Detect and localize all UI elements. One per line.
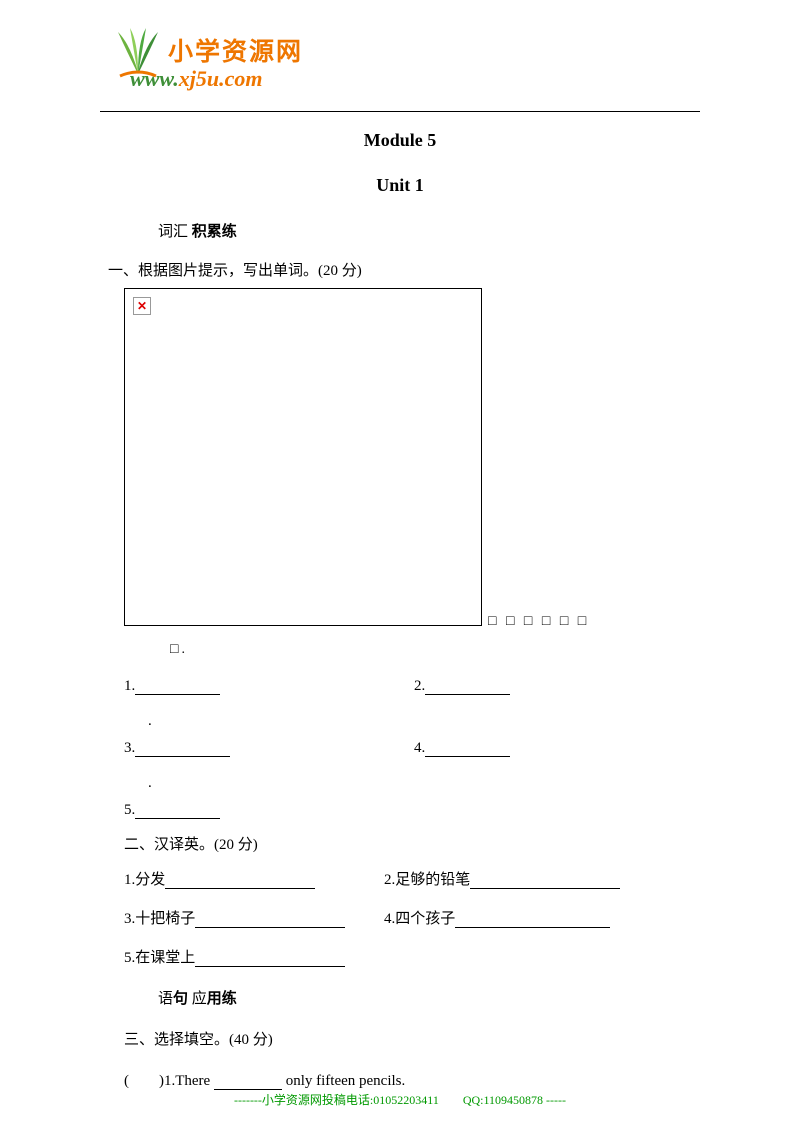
trans-row-2: 3.十把椅子 4.四个孩子 — [124, 907, 700, 928]
fill-blank[interactable] — [135, 679, 220, 695]
fill-blank[interactable] — [135, 803, 220, 819]
spacer-dot-2: . — [148, 775, 700, 792]
blank-1: 1. — [124, 678, 414, 695]
sentence-b2: 用练 — [207, 991, 237, 1007]
dots-row-2: □. — [170, 640, 700, 658]
unit-title: Unit 1 — [100, 175, 700, 196]
blank-row-3: 5. — [124, 802, 700, 819]
logo-area: 小学资源网 www.xj5u.com — [100, 24, 700, 109]
module-title: Module 5 — [100, 130, 700, 151]
dots-1: □ □ □ □ □ □ — [488, 614, 589, 629]
blank-3: 3. — [124, 740, 414, 757]
blank-row-1: 1. 2. — [124, 678, 700, 695]
section-2-title: 二、汉译英。(20 分) — [124, 833, 700, 854]
fill-blank[interactable] — [135, 741, 230, 757]
sentence-pre: 语 — [158, 991, 173, 1007]
fill-blank[interactable] — [455, 912, 610, 928]
trans-1: 1.分发 — [124, 868, 384, 889]
after-image-dots: □ □ □ □ □ □ — [488, 612, 700, 630]
spacer-dot-1: . — [148, 713, 700, 730]
dots-2: □. — [170, 642, 188, 657]
trans-5: 5.在课堂上 — [124, 946, 414, 967]
trans-row-3: 5.在课堂上 — [124, 946, 700, 967]
url-part-2: xj5u — [179, 66, 219, 91]
trans-4: 4.四个孩子 — [384, 907, 610, 928]
broken-image-placeholder: ✕ — [124, 288, 482, 626]
mc-q1-post: only fifteen pencils. — [282, 1073, 405, 1089]
url-part-3: .com — [219, 66, 262, 91]
vocab-bold: 积累练 — [192, 224, 237, 240]
broken-image-icon: ✕ — [133, 297, 151, 315]
vocab-pre: 词汇 — [158, 224, 188, 240]
header-divider — [100, 111, 700, 112]
section-3-title: 三、选择填空。(40 分) — [124, 1028, 700, 1049]
page-footer: -------小学资源网投稿电话:01052203411 QQ:11094508… — [0, 1091, 800, 1108]
mc-q1-pre: ( )1.There — [124, 1073, 214, 1089]
trans-2: 2.足够的铅笔 — [384, 868, 620, 889]
trans-row-1: 1.分发 2.足够的铅笔 — [124, 868, 700, 889]
url-part-1: www. — [130, 66, 179, 91]
fill-blank[interactable] — [425, 679, 510, 695]
logo-url: www.xj5u.com — [130, 66, 262, 92]
fill-blank[interactable] — [425, 741, 510, 757]
blank-4: 4. — [414, 740, 510, 757]
blank-5: 5. — [124, 802, 414, 819]
trans-3: 3.十把椅子 — [124, 907, 384, 928]
blank-2: 2. — [414, 678, 510, 695]
fill-blank[interactable] — [195, 951, 345, 967]
logo-text-cn: 小学资源网 — [168, 32, 303, 68]
sentence-b1: 句 — [173, 991, 188, 1007]
sentence-heading: 语句 应用练 — [158, 987, 700, 1008]
fill-blank[interactable] — [165, 873, 315, 889]
page-content: 小学资源网 www.xj5u.com Module 5 Unit 1 词汇 积累… — [0, 0, 800, 1090]
blank-row-2: 3. 4. — [124, 740, 700, 757]
fill-blank[interactable] — [195, 912, 345, 928]
sentence-mid: 应 — [188, 991, 207, 1007]
section-1-title: 一、根据图片提示，写出单词。(20 分) — [108, 259, 700, 280]
fill-blank[interactable] — [214, 1074, 282, 1090]
fill-blank[interactable] — [470, 873, 620, 889]
mc-question-1: ( )1.There only fifteen pencils. — [124, 1069, 700, 1090]
vocab-heading: 词汇 积累练 — [158, 220, 700, 241]
